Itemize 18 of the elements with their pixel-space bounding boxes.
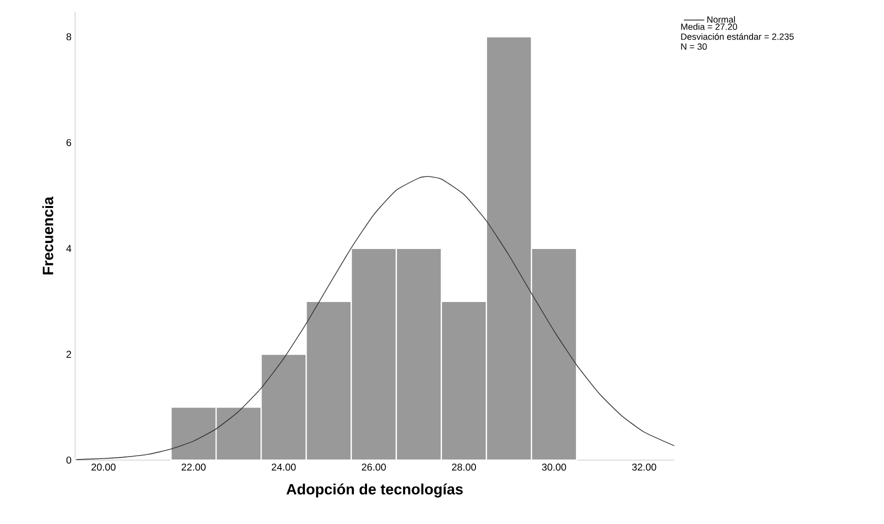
- x-axis-title: Adopción de tecnologías: [286, 484, 463, 498]
- legend-label: Normal: [707, 16, 735, 23]
- x-tick-label: 28.00: [452, 464, 476, 471]
- x-tick-label: 32.00: [632, 464, 656, 471]
- x-tick-label: 22.00: [182, 464, 206, 471]
- y-tick-label: 8: [66, 33, 72, 40]
- y-tick-label: 4: [66, 245, 72, 252]
- x-tick-label: 24.00: [272, 464, 296, 471]
- x-tick-label: 30.00: [542, 464, 566, 471]
- x-tick-label: 26.00: [362, 464, 386, 471]
- y-tick-label: 6: [66, 139, 72, 146]
- text: Media = 27.20: [681, 23, 738, 30]
- y-axis-title: Frecuencia: [42, 196, 54, 275]
- y-tick-label: 2: [66, 350, 72, 358]
- text: N = 30: [681, 44, 707, 50]
- text: Desviación estándar = 2.235: [681, 33, 794, 40]
- x-tick-label: 20.00: [92, 464, 116, 471]
- y-tick-label: 0: [66, 456, 72, 464]
